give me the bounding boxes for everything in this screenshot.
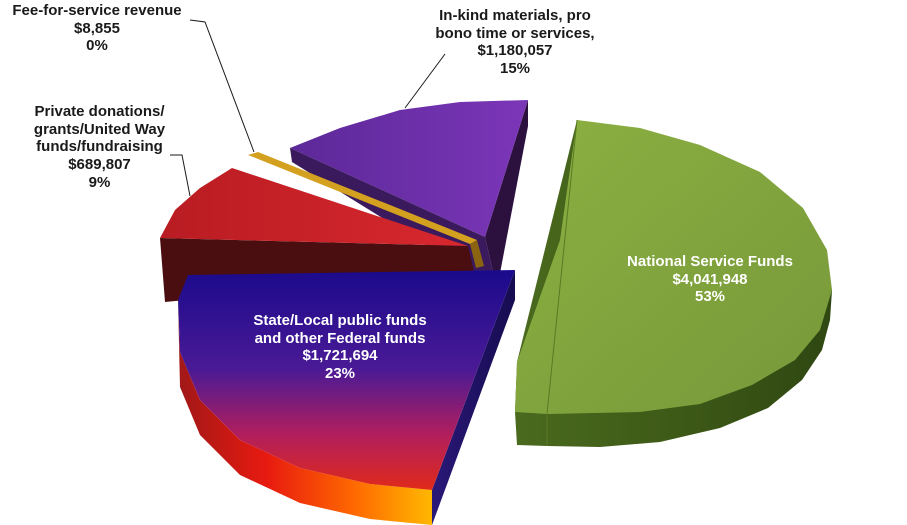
label-private-pct: 9%	[88, 173, 111, 191]
label-state-value: $1,721,694	[302, 347, 378, 365]
label-state-name-1: State/Local public funds	[253, 312, 427, 329]
label-fee-name: Fee-for-service revenue	[12, 2, 182, 19]
leader-line-inkind	[404, 53, 446, 109]
slice-national-service-funds	[515, 119, 832, 447]
label-private-value: $689,807	[68, 156, 131, 174]
label-fee-value: $8,855	[74, 19, 120, 37]
slice-national-edge	[546, 119, 578, 446]
slice-state-side	[178, 300, 432, 525]
label-state-name-2: and other Federal funds	[254, 329, 426, 347]
slice-private-top	[160, 168, 468, 246]
slice-in-kind-side	[485, 100, 528, 289]
label-fee-pct: 0%	[86, 37, 108, 55]
slice-state-right	[432, 270, 515, 525]
slice-in-kind-top	[290, 100, 528, 237]
label-national-service-funds: National Service Funds $4,041,948 53%	[610, 253, 810, 306]
label-in-kind: In-kind materials, pro bono time or serv…	[410, 7, 620, 78]
label-national-pct: 53%	[694, 288, 726, 306]
slice-national-top	[515, 120, 832, 414]
slice-fee-for-service	[248, 152, 484, 268]
label-in-kind-pct: 15%	[499, 60, 531, 78]
leader-line-fee	[189, 19, 255, 153]
label-state-local: State/Local public funds and other Feder…	[225, 312, 455, 383]
slice-fee-top	[248, 152, 477, 244]
label-private-name-2: grants/United Way	[33, 120, 166, 138]
slice-state-local	[178, 270, 515, 525]
leader-lines	[170, 19, 446, 197]
label-fee-for-service: Fee-for-service revenue $8,855 0%	[2, 2, 192, 55]
label-in-kind-name-1: In-kind materials, pro	[439, 7, 591, 24]
slice-fee-side	[470, 240, 484, 268]
label-private-name-3: funds/fundraising	[36, 138, 163, 156]
label-state-pct: 23%	[324, 365, 356, 383]
label-in-kind-name-2: bono time or services,	[435, 24, 595, 42]
slice-state-top	[178, 270, 515, 490]
label-private-name-1: Private donations/	[34, 103, 165, 120]
label-national-name: National Service Funds	[627, 253, 793, 270]
leader-line-private	[170, 154, 191, 197]
label-national-value: $4,041,948	[672, 270, 748, 288]
label-private-donations: Private donations/ grants/United Way fun…	[2, 103, 197, 191]
label-in-kind-value: $1,180,057	[477, 42, 553, 60]
